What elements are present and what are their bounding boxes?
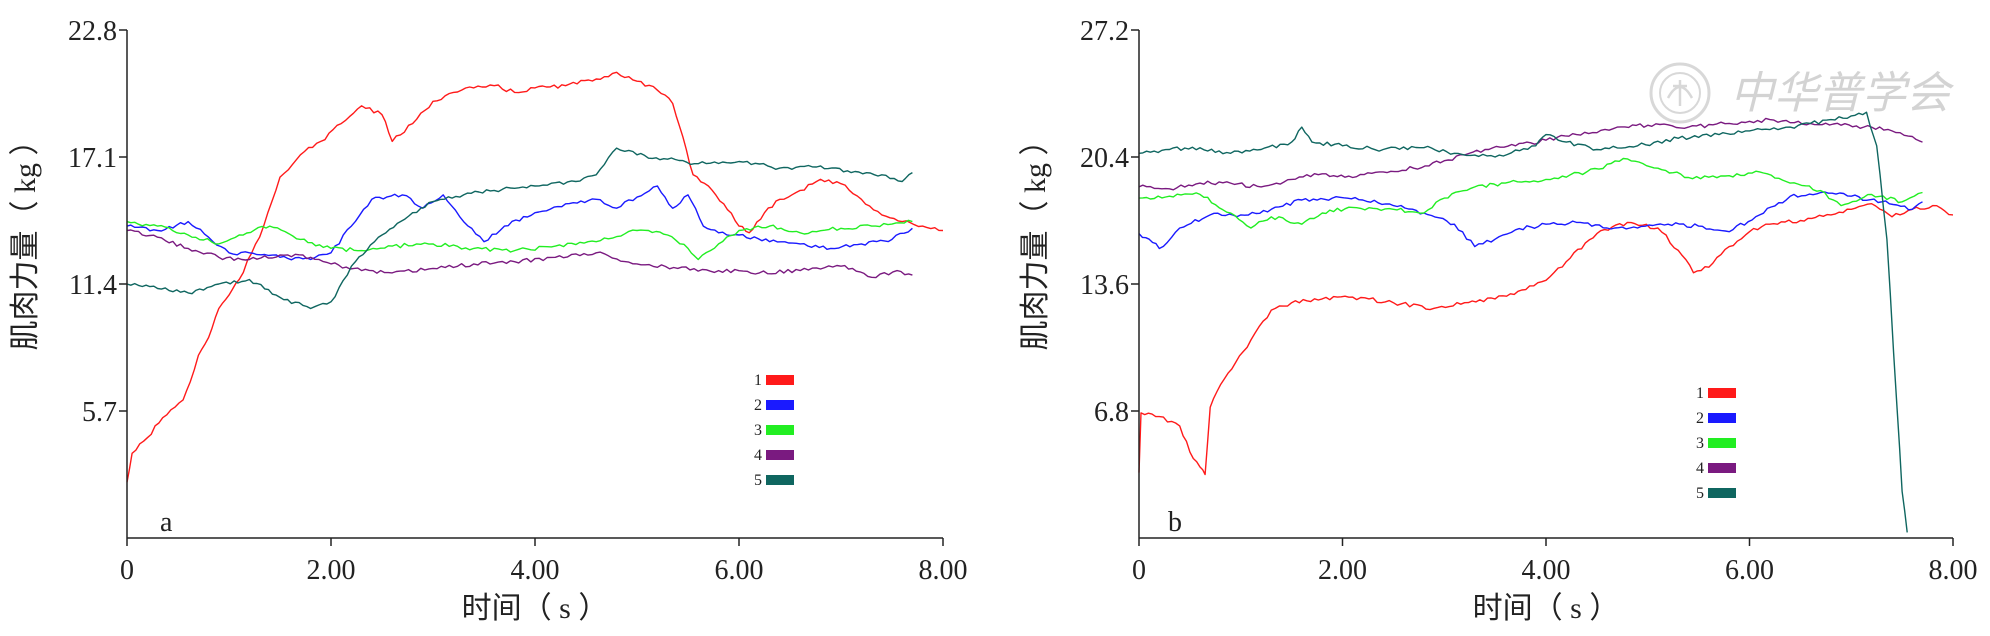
panel-b-x-tick-label: 2.00 [1318,555,1367,586]
panel-a-y-tick-label: 5.7 [82,397,117,428]
panel-b-y-tick-label: 6.8 [1094,397,1129,428]
panel-b-legend-swatch [1708,463,1736,473]
watermark-text: 中华普学会 [1730,69,1954,118]
panel-b-legend-label: 2 [1696,410,1704,427]
panel-b-xlabel: 时间（ s ） [1473,592,1620,625]
panel-a-y-tick-label: 17.1 [68,143,117,174]
panel-a: 0 2.00 4.00 6.00 8.00 5.7 11.4 17.1 22.8 时间（ s ）… [9,16,968,625]
panel-a-legend-label: 5 [754,472,762,489]
panel-b-legend-label: 5 [1696,485,1704,502]
panel-b-series-4-line [1138,117,1923,191]
panel-b-ticks: 0 2.00 4.00 6.00 8.00 6.8 13.6 20.4 27.2 [1080,16,1978,586]
panel-a-series-3-line [126,219,913,261]
panel-b-legend-swatch [1708,413,1736,423]
panel-b-series-2-line [1138,191,1923,250]
panel-b-y-tick-label: 20.4 [1080,143,1129,174]
panel-a-series-5-line [126,147,913,310]
panel-b-x-tick-label: 0 [1132,555,1146,586]
panel-b: 0 2.00 4.00 6.00 8.00 6.8 13.6 20.4 27.2 时间（ s ）… [1019,16,1978,625]
panel-a-series [126,71,944,483]
panel-a-xlabel: 时间（ s ） [462,592,609,625]
panel-b-letter: b [1168,507,1182,538]
panel-b-series-3-line [1138,157,1923,229]
panel-a-legend-label: 2 [754,397,762,414]
panel-a-ticks: 0 2.00 4.00 6.00 8.00 5.7 11.4 17.1 22.8 [68,16,968,586]
panel-a-x-tick-label: 0 [120,555,134,586]
panel-a-letter: a [160,507,173,538]
panel-b-x-tick-label: 6.00 [1725,555,1774,586]
panel-b-ylabel: 肌肉力量（ kg ） [1019,126,1052,351]
panel-a-x-tick-label: 6.00 [715,555,764,586]
panel-a-legend-label: 4 [754,447,762,464]
panel-a-y-tick-label: 22.8 [68,16,117,47]
panel-a-y-tick-label: 11.4 [69,270,117,301]
panel-b-legend-swatch [1708,388,1736,398]
panel-b-series-1-line [1138,203,1954,476]
panel-a-series-2-line [126,185,913,261]
panel-b-legend: 1 2 3 4 5 [1696,385,1736,502]
panel-a-series-4-line [126,229,913,279]
panel-a-legend-swatch [766,425,794,435]
panel-a-legend-swatch [766,475,794,485]
panel-b-x-tick-label: 4.00 [1522,555,1571,586]
panel-a-legend-swatch [766,375,794,385]
panel-a-x-tick-label: 2.00 [307,555,356,586]
panel-b-series-5-line [1138,111,1908,533]
panel-b-legend-swatch [1708,438,1736,448]
panel-a-x-tick-label: 8.00 [919,555,968,586]
panel-b-legend-label: 3 [1696,435,1704,452]
panel-a-legend-swatch [766,450,794,460]
panel-b-y-tick-label: 13.6 [1080,270,1129,301]
panel-a-axes [126,30,943,539]
panel-b-legend-label: 1 [1696,385,1704,402]
panel-a-legend-label: 1 [754,372,762,389]
panel-a-x-tick-label: 4.00 [511,555,560,586]
panel-a-legend: 1 2 3 4 5 [754,372,794,489]
panel-b-legend-swatch [1708,488,1736,498]
panel-b-legend-label: 4 [1696,460,1704,477]
panel-a-legend-swatch [766,400,794,410]
panel-a-series-1-line [126,71,944,483]
panel-b-x-tick-label: 8.00 [1929,555,1978,586]
panel-b-series [1138,111,1954,533]
watermark: 中华普学会 [1649,62,1954,124]
panel-b-y-tick-label: 27.2 [1080,16,1129,47]
watermark-seal-icon [1649,62,1711,124]
panel-a-ylabel: 肌肉力量（ kg ） [9,126,42,351]
panel-a-legend-label: 3 [754,422,762,439]
